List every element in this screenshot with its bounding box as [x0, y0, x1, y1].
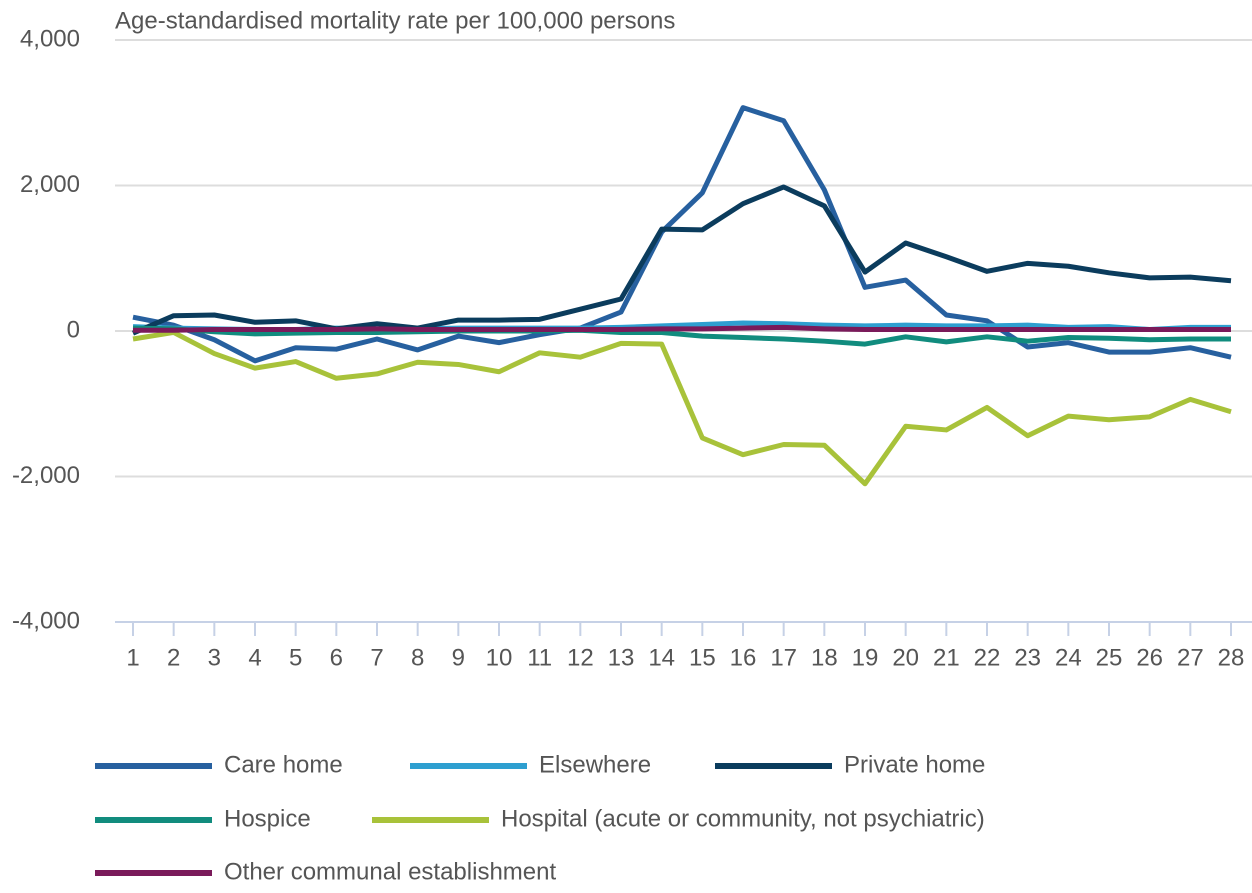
x-tick-label: 7 — [370, 644, 383, 671]
legend-label: Other communal establishment — [224, 858, 556, 885]
x-tick-label: 27 — [1177, 644, 1204, 671]
x-tick-label: 15 — [689, 644, 716, 671]
legend-label: Care home — [224, 751, 343, 778]
x-tick-label: 9 — [452, 644, 465, 671]
x-tick-label: 10 — [486, 644, 513, 671]
x-tick-label: 23 — [1014, 644, 1041, 671]
legend-label: Hospital (acute or community, not psychi… — [501, 805, 985, 832]
x-tick-label: 21 — [933, 644, 960, 671]
x-tick-label: 8 — [411, 644, 424, 671]
x-tick-label: 20 — [892, 644, 919, 671]
x-tick-label: 18 — [811, 644, 838, 671]
y-tick-label: 4,000 — [20, 25, 80, 52]
x-tick-label: 25 — [1096, 644, 1123, 671]
axis-title: Age-standardised mortality rate per 100,… — [115, 7, 675, 34]
x-tick-label: 13 — [608, 644, 635, 671]
x-tick-label: 22 — [974, 644, 1001, 671]
x-tick-label: 14 — [648, 644, 675, 671]
x-tick-label: 28 — [1218, 644, 1245, 671]
x-tick-label: 17 — [770, 644, 797, 671]
y-tick-label: 0 — [67, 316, 80, 343]
x-tick-label: 1 — [126, 644, 139, 671]
x-tick-label: 2 — [167, 644, 180, 671]
legend-label: Hospice — [224, 805, 311, 832]
series-line — [132, 184, 1232, 336]
y-tick-label: 2,000 — [20, 171, 80, 198]
series-line — [132, 329, 1232, 487]
y-tick-label: -4,000 — [12, 607, 80, 634]
x-tick-label: 11 — [527, 644, 552, 671]
x-tick-label: 3 — [208, 644, 221, 671]
x-tick-label: 6 — [330, 644, 343, 671]
x-tick-label: 26 — [1136, 644, 1163, 671]
x-tick-label: 16 — [730, 644, 757, 671]
series-line — [132, 105, 1232, 364]
legend-label: Private home — [844, 751, 985, 778]
series-line — [132, 325, 1231, 347]
x-tick-label: 5 — [289, 644, 302, 671]
y-tick-label: -2,000 — [12, 462, 80, 489]
series-line — [133, 324, 1231, 333]
x-tick-label: 4 — [248, 644, 261, 671]
legend-label: Elsewhere — [539, 751, 651, 778]
x-tick-label: 24 — [1055, 644, 1082, 671]
x-tick-label: 19 — [852, 644, 879, 671]
x-tick-label: 12 — [567, 644, 594, 671]
